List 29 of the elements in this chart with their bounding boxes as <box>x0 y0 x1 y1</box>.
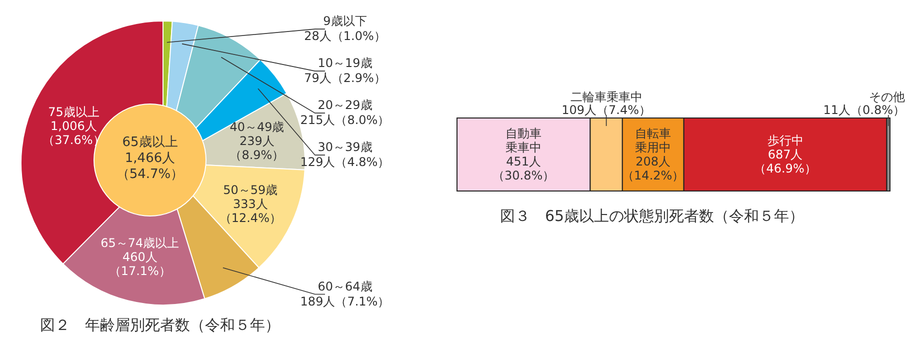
slice-label: 40～49歳 <box>230 120 284 134</box>
data-label: 333人（12.4%） <box>219 197 282 226</box>
data-label: 215人（8.0%） <box>300 113 390 128</box>
slice-label: 75歳以上 <box>48 105 100 120</box>
data-label: 460人（17.1%） <box>108 250 171 278</box>
series-label: 自転車乗用中 <box>635 126 672 154</box>
data-label: 189人（7.1%） <box>300 294 390 308</box>
slice-label: 30～39歳 <box>318 140 372 154</box>
slice-label: 50～59歳 <box>223 183 278 198</box>
data-label: 208人（14.2%） <box>622 154 684 182</box>
data-label: 239人（8.9%） <box>230 134 284 162</box>
slice-label: 10～19歳 <box>318 56 372 70</box>
slice-label: 9歳以下 <box>323 14 367 28</box>
slice-label: 20～29歳 <box>318 98 372 112</box>
text: 図２ 年齢層別死者数（令和５年） <box>40 316 280 334</box>
data-label: 28人（1.0%） <box>304 29 386 44</box>
text: 65歳以上1,466人（54.7%） <box>116 135 184 182</box>
series-label: 歩行中 <box>767 134 804 148</box>
data-label: 451人（30.8%） <box>492 154 555 182</box>
series-label: 自動車乗車中 <box>506 126 542 154</box>
series-label: その他 <box>869 90 905 104</box>
data-label: 687人（46.9%） <box>754 148 816 176</box>
data-label: 79人（2.9%） <box>304 71 386 86</box>
series-label: 二輪車乗車中 <box>570 90 642 104</box>
text: 図３ 65歳以上の状態別死者数（令和５年） <box>500 207 804 225</box>
data-label: 11人（0.8%） <box>823 103 905 117</box>
data-label: 129人（4.8%） <box>300 155 390 170</box>
slice-label: 65～74歳以上 <box>100 236 180 250</box>
slice-label: 60～64歳 <box>318 279 372 294</box>
